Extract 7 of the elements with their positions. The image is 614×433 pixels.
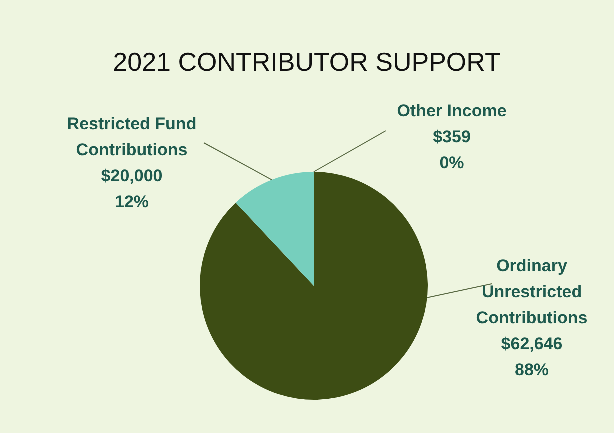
- text: $359 0%: [433, 128, 471, 173]
- category-label: Other Income: [397, 102, 507, 121]
- slice-label: Ordinary Unrestricted Contributions: [476, 256, 588, 328]
- data-label: $20,000 12%: [101, 166, 163, 212]
- data-label: $62,646 88%: [501, 334, 563, 380]
- chart-title: 2021 CONTRIBUTOR SUPPORT: [113, 47, 501, 78]
- slice-label: Restricted Fund Contributions: [67, 114, 197, 160]
